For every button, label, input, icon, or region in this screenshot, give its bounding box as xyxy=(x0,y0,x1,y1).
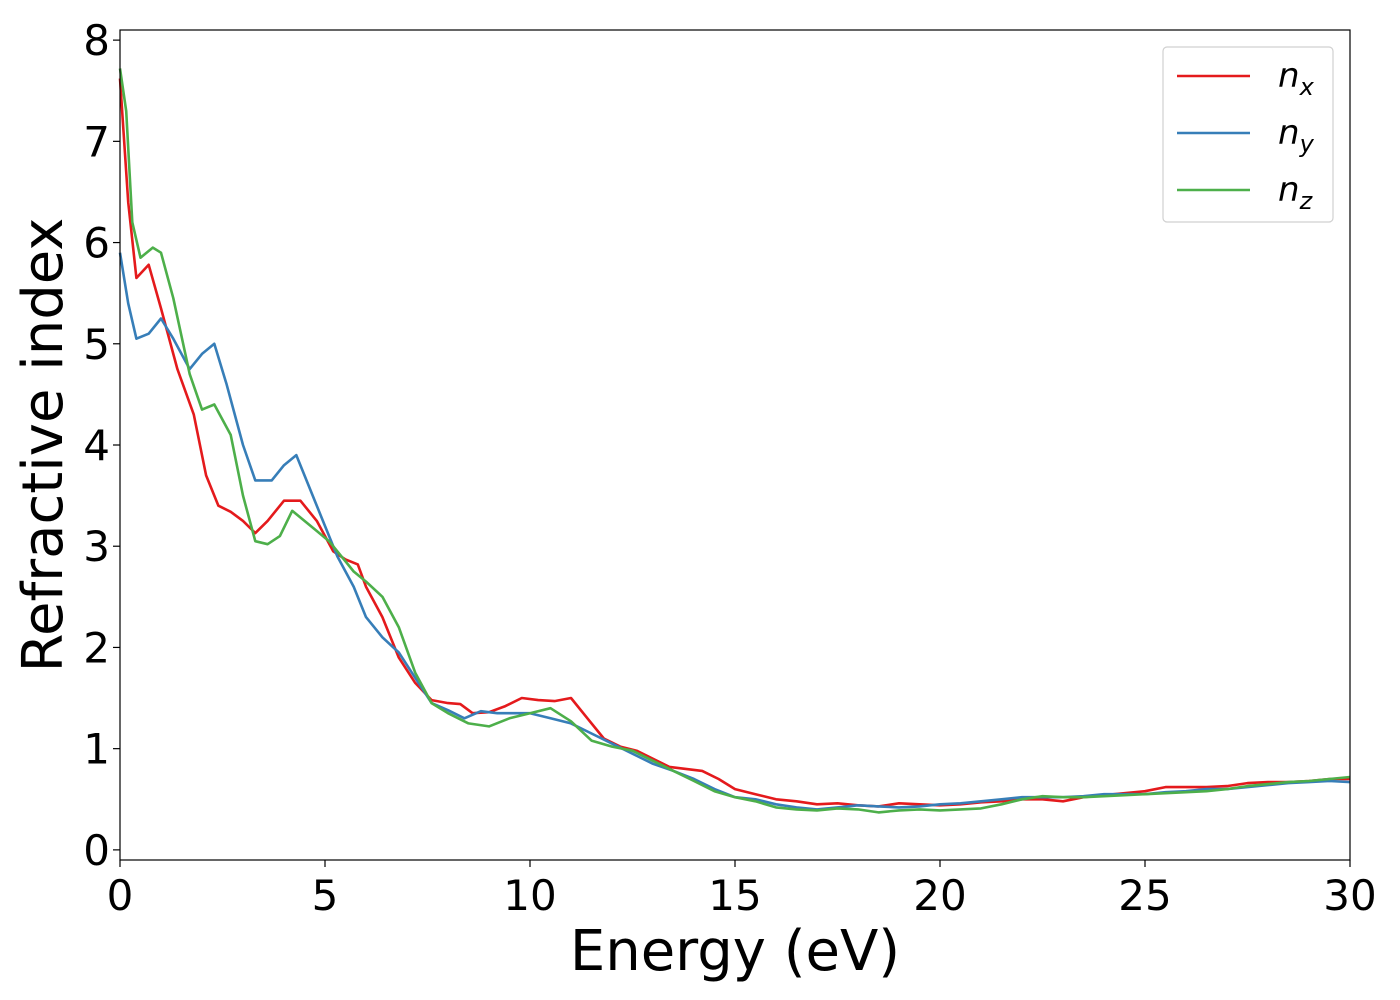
legend-label-z: nz xyxy=(1278,170,1314,215)
x-tick-label: 10 xyxy=(503,871,556,920)
x-tick-label: 15 xyxy=(708,871,761,920)
legend-label-x: nx xyxy=(1278,56,1315,101)
x-tick-label: 5 xyxy=(312,871,339,920)
y-tick-label: 3 xyxy=(83,522,110,571)
y-tick-label: 4 xyxy=(83,421,110,470)
y-tick-label: 6 xyxy=(83,219,110,268)
x-tick-label: 0 xyxy=(107,871,134,920)
y-tick-label: 2 xyxy=(83,623,110,672)
y-tick-label: 1 xyxy=(83,725,110,774)
y-tick-label: 7 xyxy=(83,117,110,166)
x-axis-label: Energy (eV) xyxy=(570,919,900,984)
x-axis-ticks: 0 5 10 15 20 25 30 xyxy=(107,860,1377,920)
legend: nx ny nz xyxy=(1162,46,1334,223)
series-line-z xyxy=(118,68,1351,814)
y-axis-ticks: 0 1 2 3 4 5 6 7 8 xyxy=(83,16,120,875)
y-tick-label: 0 xyxy=(83,826,110,875)
x-tick-label: 25 xyxy=(1118,871,1171,920)
legend-label-y: ny xyxy=(1278,113,1315,158)
plot-background xyxy=(120,30,1350,860)
series-layer xyxy=(118,68,1351,814)
y-tick-label: 5 xyxy=(83,320,110,369)
y-tick-label: 8 xyxy=(83,16,110,65)
x-tick-label: 20 xyxy=(913,871,966,920)
legend-box xyxy=(1162,46,1334,223)
series-line-y xyxy=(118,252,1351,811)
y-axis-label: Refractive index xyxy=(11,218,76,673)
x-tick-label: 30 xyxy=(1323,871,1376,920)
